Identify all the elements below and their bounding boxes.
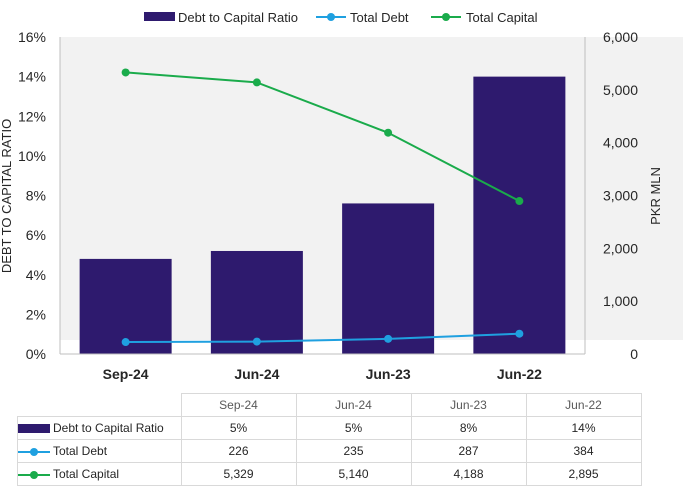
y-tick-label: 10% xyxy=(18,148,46,164)
data-point xyxy=(121,338,130,347)
table-cell: 5,329 xyxy=(180,462,297,486)
bar-legend-key xyxy=(18,424,50,434)
legend-marker xyxy=(442,13,450,21)
table-cell: 235 xyxy=(295,439,412,463)
y2-tick-label: 1,000 xyxy=(603,293,638,309)
data-point xyxy=(515,329,524,338)
y-tick-label: 16% xyxy=(18,29,46,45)
line-legend-key xyxy=(18,447,50,457)
y2-tick-label: 3,000 xyxy=(603,188,638,204)
table-cell: 5% xyxy=(295,416,412,440)
data-point xyxy=(384,128,393,137)
row-label: Total Debt xyxy=(53,444,108,458)
line-legend-key xyxy=(18,470,50,480)
y-tick-label: 4% xyxy=(26,267,46,283)
y2-axis-title: PKR MLN xyxy=(648,167,663,225)
table-cell: 384 xyxy=(525,439,642,463)
legend-label: Total Capital xyxy=(466,10,538,25)
y-axis-title: DEBT TO CAPITAL RATIO xyxy=(0,119,14,273)
bar xyxy=(342,203,435,354)
table-row-header: Total Capital xyxy=(17,462,182,486)
data-point xyxy=(515,197,524,206)
series-line xyxy=(125,71,520,202)
y2-tick-label: 6,000 xyxy=(603,29,638,45)
combo-chart: 0% 2% 4% 6% 8% 10% 12% 14% 16% 0 1,000 2,000 3,000 4,… xyxy=(0,10,683,382)
table-cell: 5,140 xyxy=(295,462,412,486)
legend-label: Debt to Capital Ratio xyxy=(178,10,298,25)
x-tick-label: Jun-23 xyxy=(366,366,411,382)
x-tick-label: Sep-24 xyxy=(103,366,149,382)
y-tick-label: 12% xyxy=(18,108,46,124)
legend-bar-key xyxy=(144,12,175,21)
y2-tick-label: 5,000 xyxy=(603,82,638,98)
y2-tick-label: 0 xyxy=(630,346,638,362)
table-cell: 226 xyxy=(180,439,297,463)
table-row: Debt to Capital Ratio 5% 5% 8% 14% xyxy=(17,416,642,440)
table-row-header: Debt to Capital Ratio xyxy=(17,416,182,440)
y-tick-label: 2% xyxy=(26,306,46,322)
data-point xyxy=(121,68,130,77)
x-tick-label: Jun-24 xyxy=(234,366,279,382)
table-cell: 14% xyxy=(525,416,642,440)
row-label: Debt to Capital Ratio xyxy=(53,421,164,435)
table-cell: 287 xyxy=(410,439,527,463)
row-label: Total Capital xyxy=(53,467,120,481)
data-point xyxy=(252,337,261,346)
table-header-cell: Jun-24 xyxy=(295,393,412,417)
table-header-cell: Jun-23 xyxy=(410,393,527,417)
table-row-header: Total Debt xyxy=(17,439,182,463)
table-cell: 5% xyxy=(180,416,297,440)
data-point xyxy=(384,334,393,343)
table-row: Total Debt 226 235 287 384 xyxy=(17,439,642,463)
table-header-cell: Jun-22 xyxy=(525,393,642,417)
y2-tick-label: 2,000 xyxy=(603,240,638,256)
bar xyxy=(473,76,566,354)
bar xyxy=(210,250,303,354)
table-cell: 2,895 xyxy=(525,462,642,486)
legend-marker xyxy=(327,13,335,21)
legend-label: Total Debt xyxy=(350,10,409,25)
y2-tick-label: 4,000 xyxy=(603,135,638,151)
data-point xyxy=(252,78,261,87)
y-tick-label: 6% xyxy=(26,227,46,243)
table-cell: 8% xyxy=(410,416,527,440)
x-tick-label: Jun-22 xyxy=(497,366,542,382)
table-corner xyxy=(18,394,182,417)
table-cell: 4,188 xyxy=(410,462,527,486)
y-tick-label: 14% xyxy=(18,69,46,85)
table-row: Total Capital 5,329 5,140 4,188 2,895 xyxy=(17,462,642,486)
data-table: Sep-24 Jun-24 Jun-23 Jun-22 Debt to Capi… xyxy=(17,393,642,486)
table-header-cell: Sep-24 xyxy=(180,393,297,417)
y-tick-label: 0% xyxy=(26,346,46,362)
y-tick-label: 8% xyxy=(26,188,46,204)
series-line xyxy=(125,332,520,344)
